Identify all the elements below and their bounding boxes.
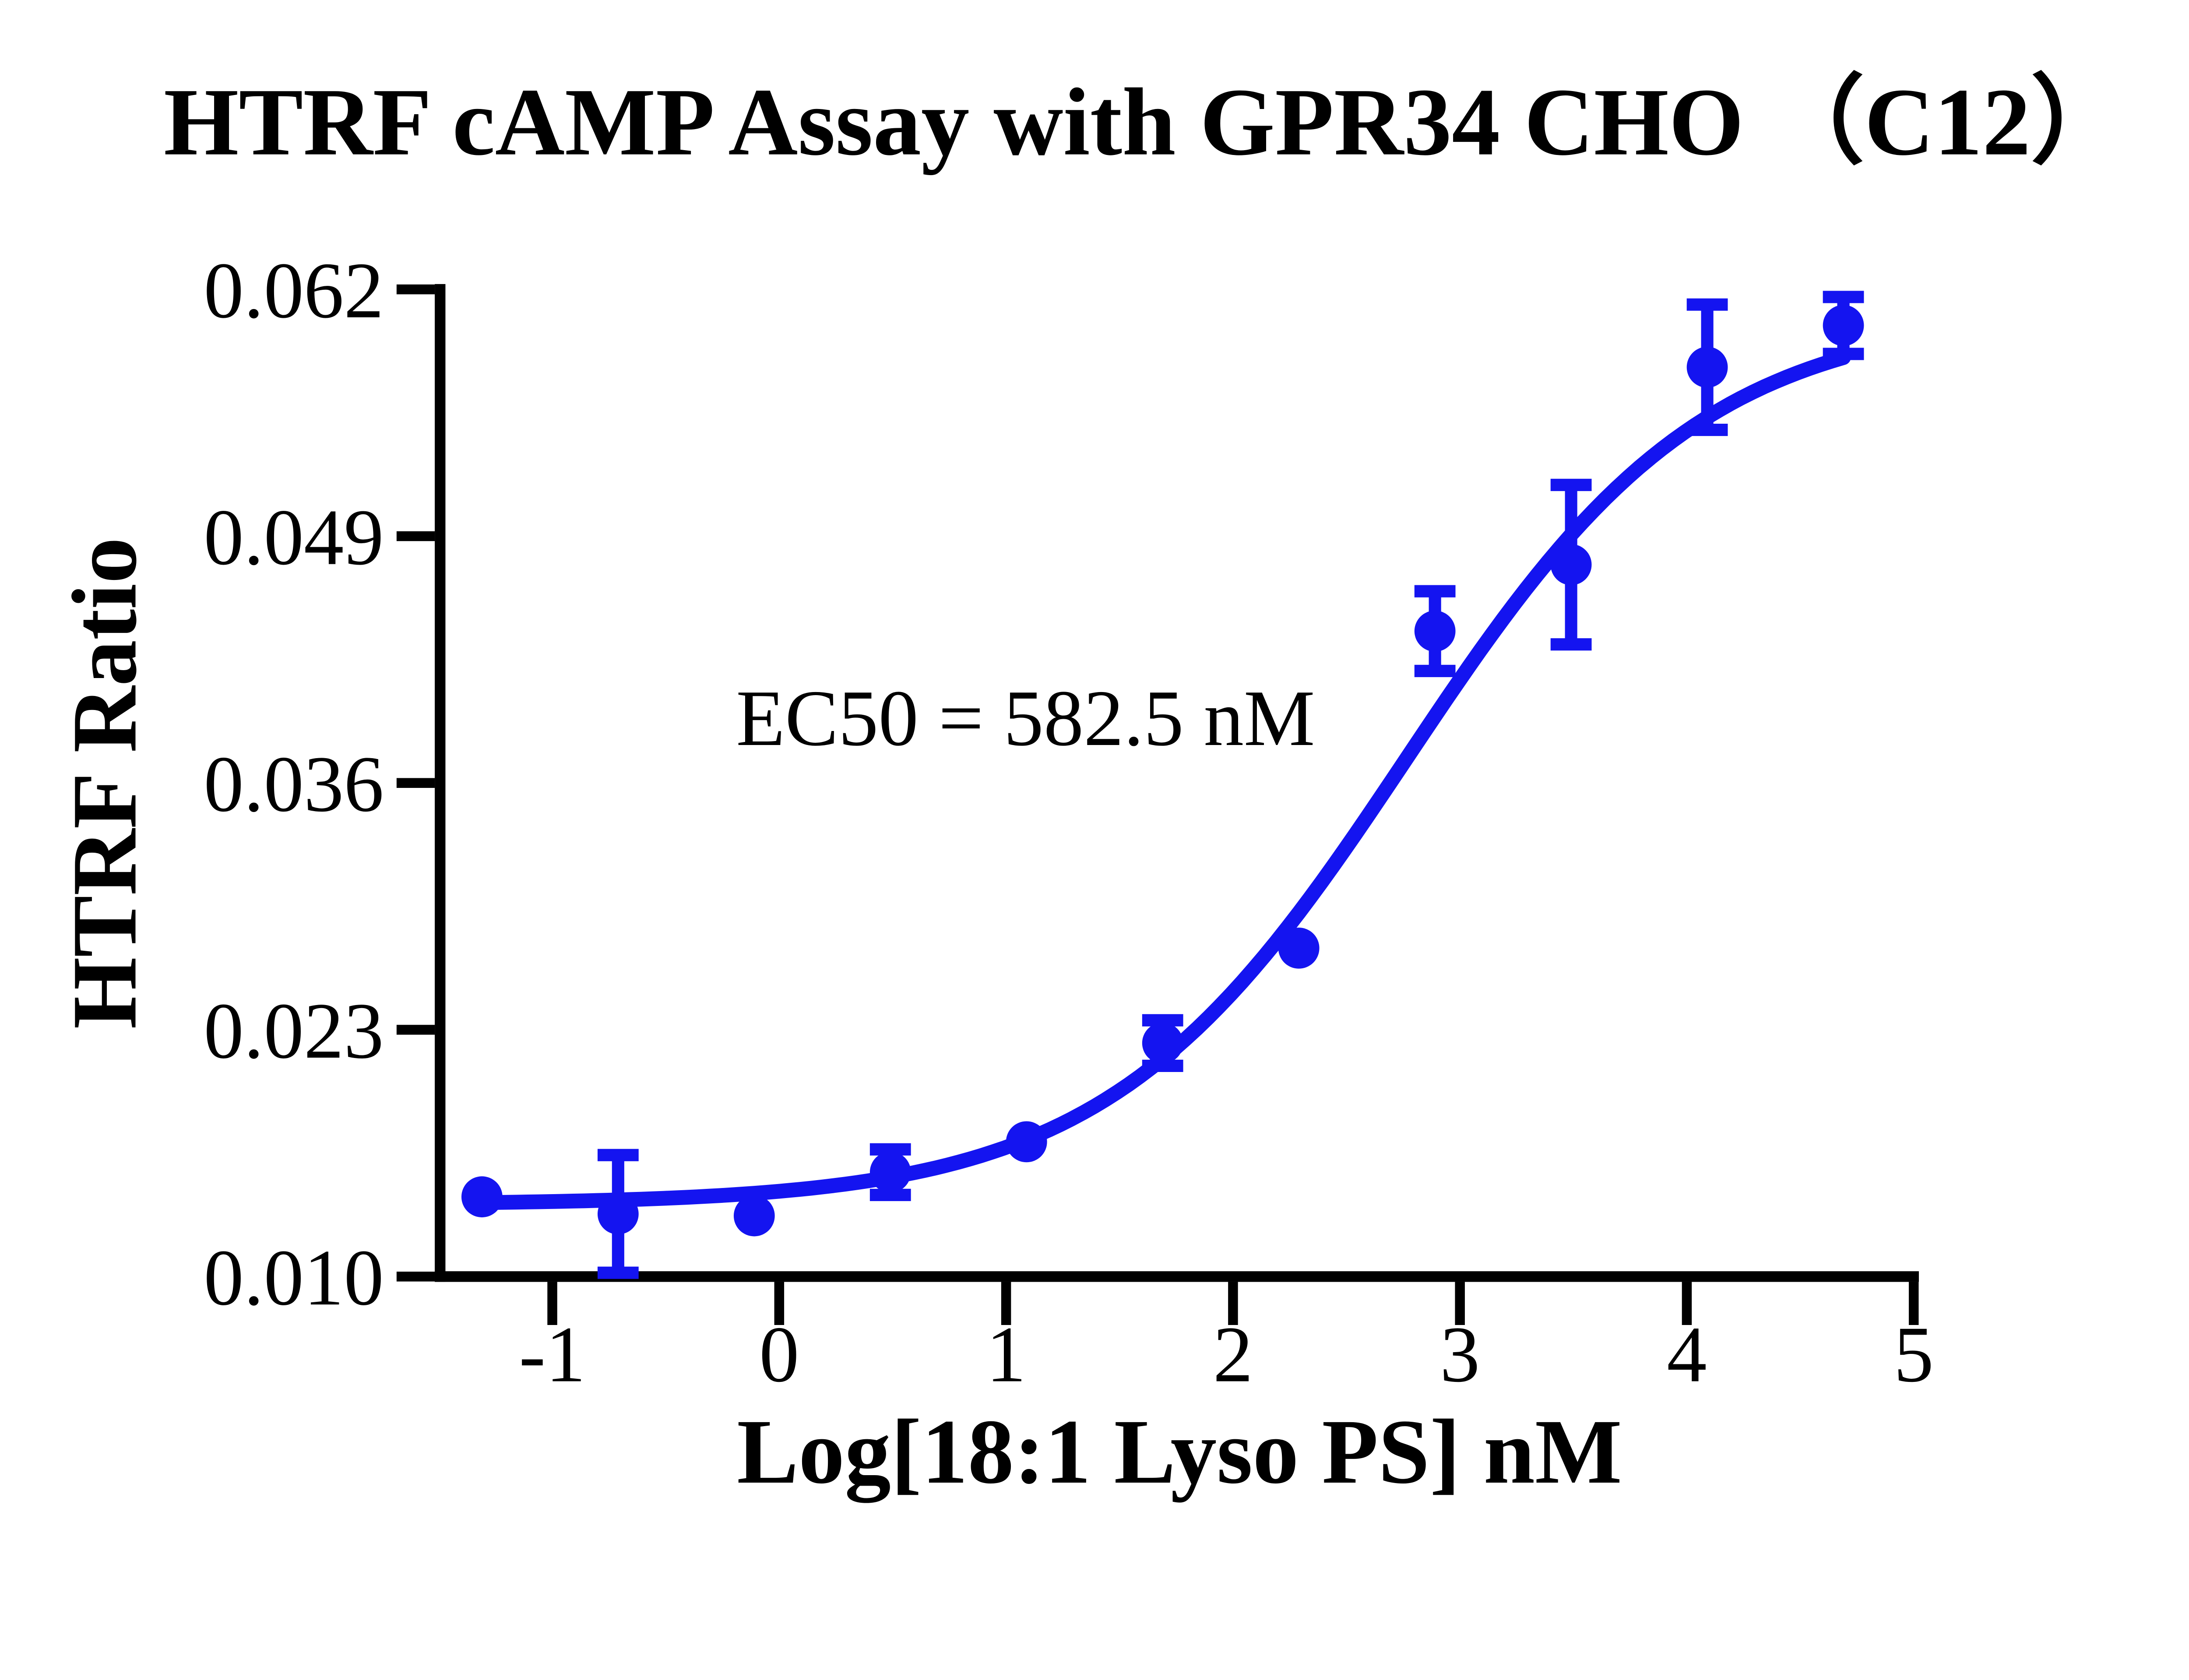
y-tick-label: 0.036 <box>204 739 384 828</box>
x-axis-ticks <box>547 1282 1919 1325</box>
x-tick-label: 2 <box>1213 1310 1253 1399</box>
x-axis-title: Log[18:1 Lyso PS] nM <box>737 1400 1622 1503</box>
data-point-marker <box>733 1195 775 1237</box>
x-axis-line <box>435 1271 1919 1282</box>
data-point-marker <box>1414 610 1456 652</box>
y-tick-label: 0.023 <box>204 986 384 1075</box>
error-bar-cap-bottom <box>597 1266 639 1279</box>
y-tick-label: 0.010 <box>204 1233 384 1322</box>
x-axis-tick-labels: -1 0 1 2 3 4 5 <box>519 1310 1934 1399</box>
error-bar <box>597 1149 639 1279</box>
data-point-marker <box>1550 544 1592 585</box>
x-tick-mark <box>1001 1282 1011 1325</box>
dose-response-chart: HTRF cAMP Assay with GPR34 CHO （C12） HTR… <box>0 0 2189 1575</box>
x-tick-mark <box>774 1282 785 1325</box>
error-bar-cap-bottom <box>1823 348 1864 360</box>
error-bar-cap-top <box>1823 291 1864 303</box>
x-tick-label: 5 <box>1894 1310 1934 1399</box>
y-tick-label: 0.062 <box>204 246 384 335</box>
error-bar-cap-bottom <box>1686 423 1728 436</box>
y-tick-label: 0.049 <box>204 493 384 582</box>
error-bar-cap-top <box>1550 478 1592 491</box>
x-tick-label: -1 <box>519 1310 585 1399</box>
error-bar-cap-top <box>1414 585 1456 597</box>
data-point-marker <box>869 1151 911 1193</box>
y-tick-mark <box>396 284 435 295</box>
y-tick-mark <box>396 531 435 541</box>
x-tick-label: 0 <box>759 1310 799 1399</box>
y-axis-line <box>435 284 446 1282</box>
chart-background <box>0 0 2189 1575</box>
error-bar-cap-bottom <box>1414 664 1456 677</box>
data-series <box>461 291 1864 1279</box>
data-point-marker <box>1823 305 1864 346</box>
x-tick-label: 1 <box>986 1310 1026 1399</box>
dose-response-figure: HTRF cAMP Assay with GPR34 CHO （C12） HTR… <box>0 0 2189 1575</box>
ec50-annotation: EC50 = 582.5 nM <box>736 674 1315 763</box>
data-markers <box>461 305 1864 1237</box>
data-point-marker <box>461 1176 503 1218</box>
y-tick-mark <box>396 1025 435 1035</box>
y-tick-mark <box>396 1272 435 1282</box>
y-axis-ticks <box>396 284 435 1282</box>
error-bar-cap-top <box>597 1149 639 1161</box>
data-point-marker <box>1686 347 1728 388</box>
data-point-marker <box>597 1193 639 1235</box>
chart-title: HTRF cAMP Assay with GPR34 CHO （C12） <box>164 69 2127 176</box>
x-tick-label: 4 <box>1667 1310 1707 1399</box>
y-axis-tick-labels: 0.010 0.023 0.036 0.049 0.062 <box>204 246 384 1322</box>
x-tick-mark <box>1908 1282 1919 1325</box>
x-tick-mark <box>1228 1282 1238 1325</box>
axes <box>435 284 1919 1282</box>
x-tick-mark <box>1682 1282 1692 1325</box>
x-tick-mark <box>1455 1282 1465 1325</box>
x-tick-label: 3 <box>1440 1310 1480 1399</box>
error-bar-cap-bottom <box>1550 638 1592 651</box>
y-axis-title: HTRF Ratio <box>53 538 155 1029</box>
error-bar-cap-top <box>1686 298 1728 311</box>
data-point-marker <box>1006 1121 1047 1163</box>
y-tick-mark <box>396 778 435 788</box>
data-point-marker <box>1278 928 1320 969</box>
x-tick-mark <box>547 1282 557 1325</box>
data-point-marker <box>1142 1023 1183 1064</box>
